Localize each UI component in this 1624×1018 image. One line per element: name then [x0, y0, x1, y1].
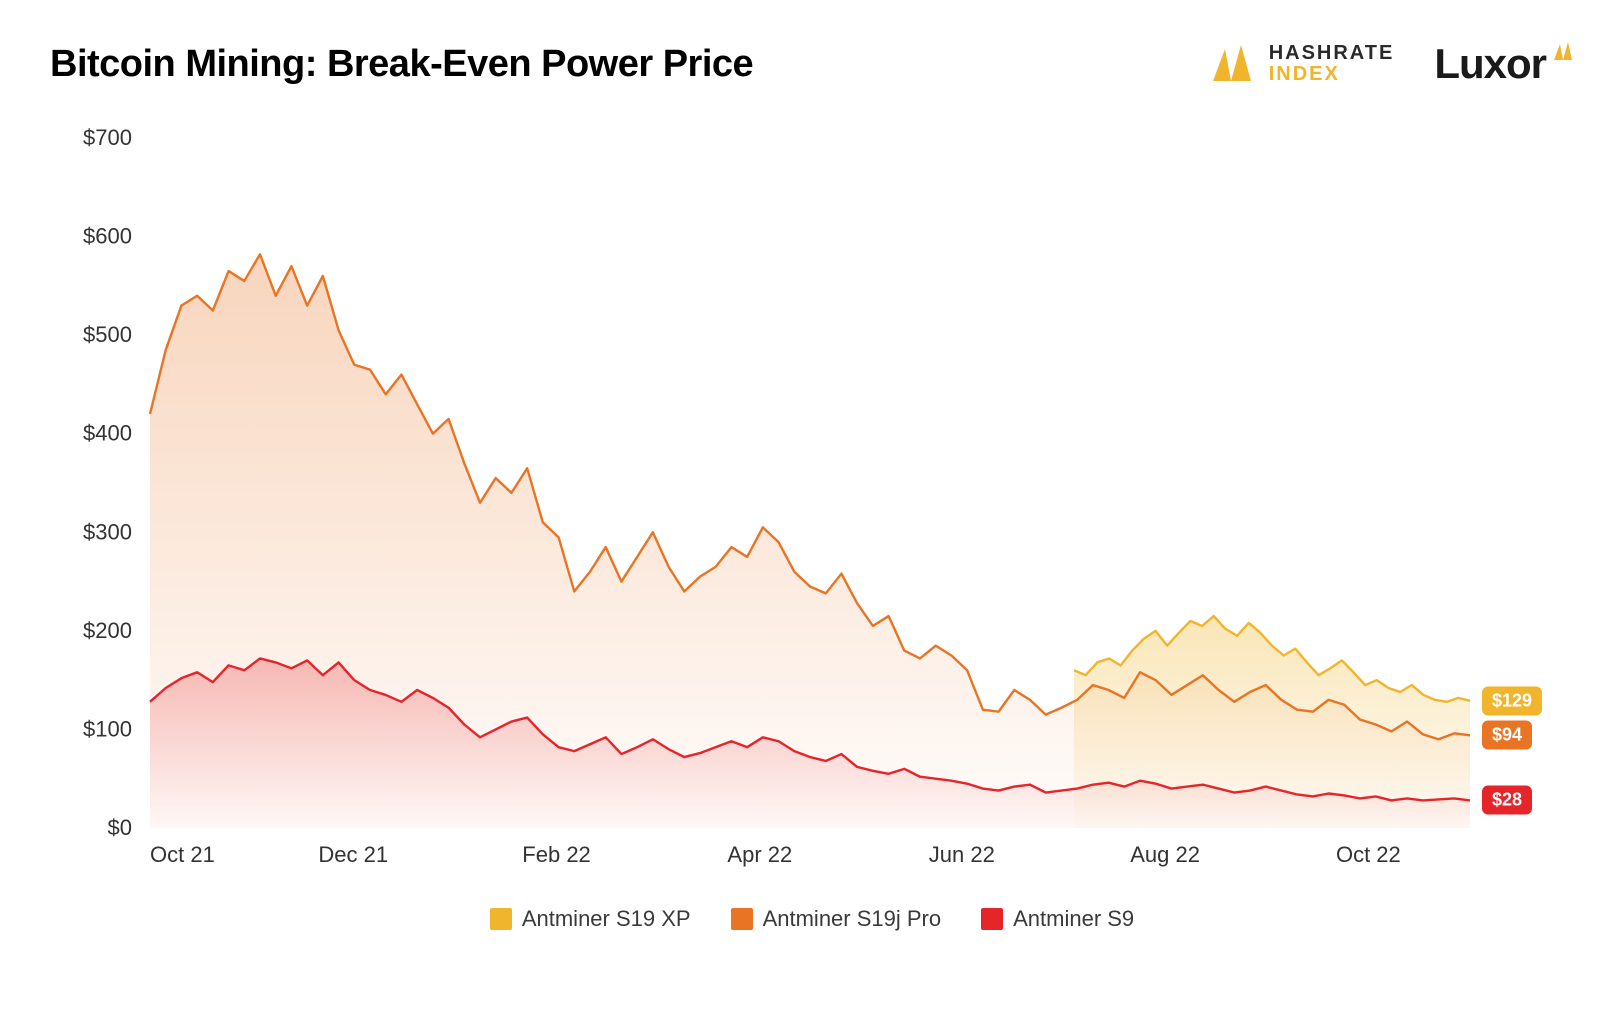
chart-legend: Antminer S19 XP Antminer S19j Pro Antminer…	[50, 906, 1574, 932]
x-axis-label: Jun 22	[929, 842, 995, 867]
y-axis-label: $200	[83, 618, 132, 643]
luxor-mark-icon	[1552, 40, 1574, 62]
chart-area: $0 $100 $200 $300 $400 $500 $600 $700 Oct 21 Dec …	[50, 108, 1574, 888]
hashrate-index-logo: HASHRATE INDEX	[1209, 41, 1395, 87]
legend-label: Antminer S9	[1013, 906, 1134, 932]
y-axis-label: $400	[83, 421, 132, 446]
x-axis-label: Dec 21	[318, 842, 388, 867]
y-axis-label: $300	[83, 519, 132, 544]
legend-swatch	[981, 908, 1003, 930]
series-end-badge: $28	[1482, 786, 1532, 815]
chart-title: Bitcoin Mining: Break-Even Power Price	[50, 43, 753, 86]
legend-label: Antminer S19 XP	[522, 906, 691, 932]
legend-item: Antminer S19j Pro	[731, 906, 942, 932]
x-axis-label: Feb 22	[522, 842, 591, 867]
hashrate-index-text: HASHRATE INDEX	[1269, 43, 1395, 85]
legend-swatch	[731, 908, 753, 930]
legend-item: Antminer S19 XP	[490, 906, 691, 932]
y-axis-label: $500	[83, 322, 132, 347]
hashrate-line2: INDEX	[1269, 64, 1395, 85]
x-axis-label: Oct 22	[1336, 842, 1401, 867]
luxor-logo: Luxor	[1434, 40, 1574, 88]
luxor-text: Luxor	[1434, 40, 1546, 88]
x-axis-label: Aug 22	[1130, 842, 1200, 867]
hashrate-line1: HASHRATE	[1269, 43, 1395, 64]
y-axis-label: $100	[83, 716, 132, 741]
y-axis-label: $600	[83, 224, 132, 249]
y-axis-label: $0	[108, 815, 132, 840]
hashrate-index-icon	[1209, 41, 1255, 87]
y-axis-label: $700	[83, 125, 132, 150]
x-axis-label: Apr 22	[727, 842, 792, 867]
line-chart: $0 $100 $200 $300 $400 $500 $600 $700 Oct 21 Dec …	[50, 108, 1574, 888]
logo-group: HASHRATE INDEX Luxor	[1209, 40, 1574, 88]
legend-item: Antminer S9	[981, 906, 1134, 932]
legend-label: Antminer S19j Pro	[763, 906, 942, 932]
legend-swatch	[490, 908, 512, 930]
chart-header: Bitcoin Mining: Break-Even Power Price H…	[50, 40, 1574, 88]
x-axis-label: Oct 21	[150, 842, 215, 867]
series-end-badge: $129	[1482, 686, 1542, 715]
series-end-badge: $94	[1482, 721, 1532, 750]
